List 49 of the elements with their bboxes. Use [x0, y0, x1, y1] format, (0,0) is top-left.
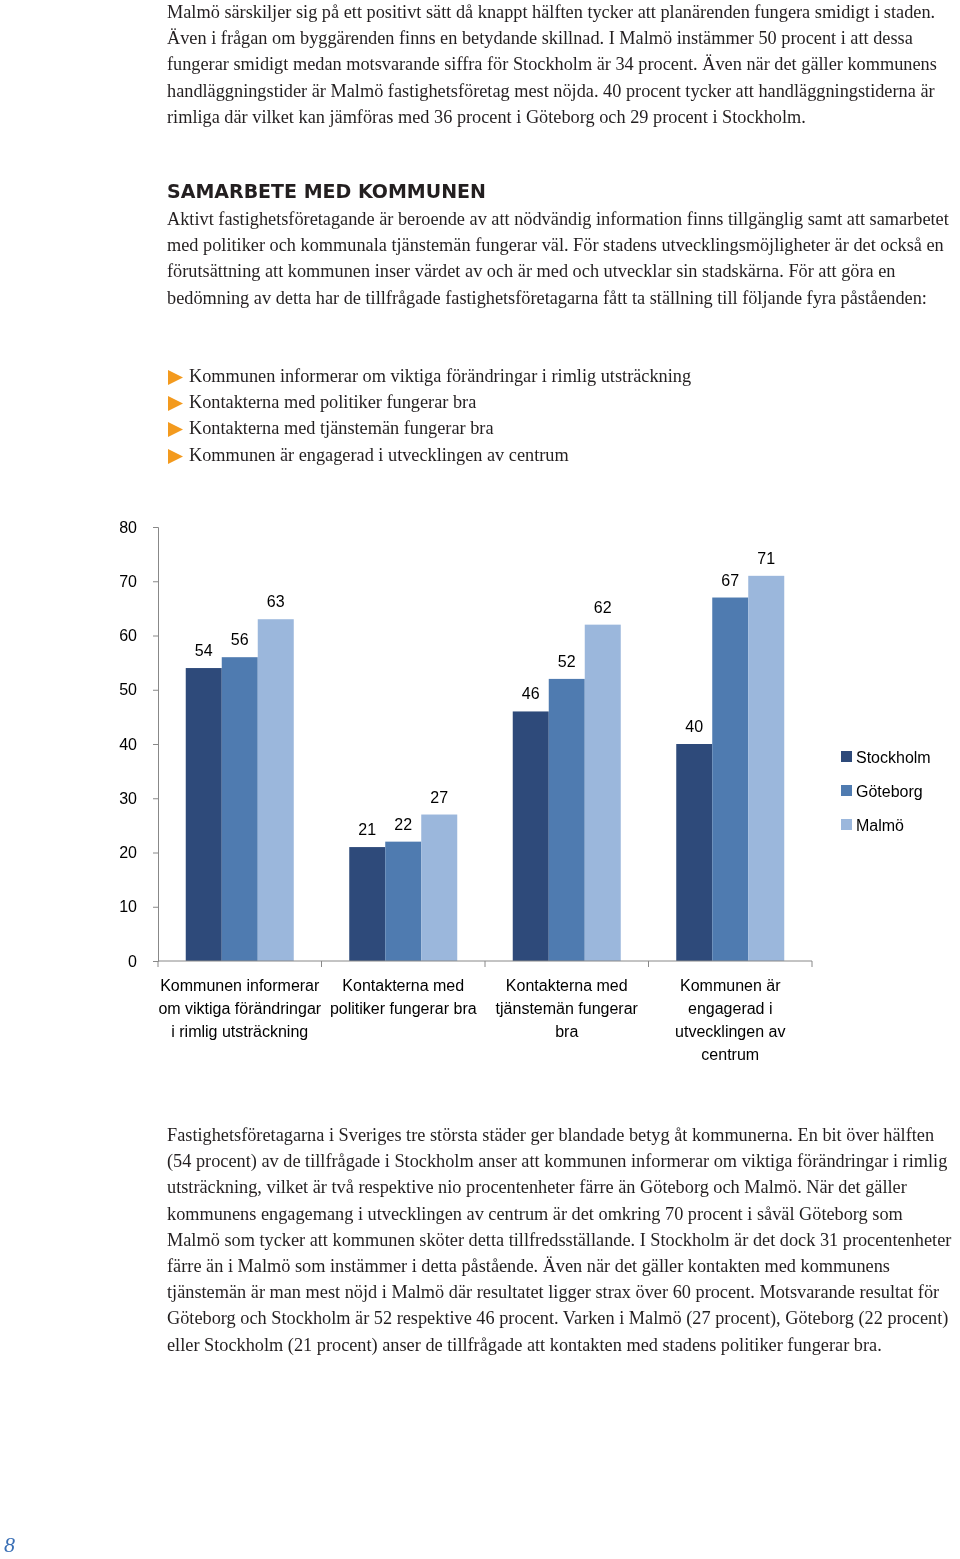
bar	[421, 814, 458, 961]
text: Kommunen informerar om viktiga förändringar i rimlig utsträckning	[189, 365, 693, 388]
y-tick-label: 0	[128, 952, 138, 970]
y-tick-label: 40	[119, 735, 138, 753]
legend-label: Malmö	[856, 817, 905, 834]
y-tick-label: 30	[119, 789, 138, 807]
bar	[185, 668, 222, 961]
text: Malmö särskiljer sig på ett positivt sätt då knappt hälften tycker att planärenden fungera smidigt i staden. Även i frågan om byggärenden finns en betydande skillnad. I Malmö instämmer 50 procent i att dessa fungerar smidigt medan motsvarande siffra för Stockholm är 34 procent. Även när det gäller kommunens handläggningstider är Malmö fastighetsföretag mest nöjda. 40 procent tycker att handläggningstiderna är rimliga där vilket kan jämföras med 36 procent i Göteborg och 29 procent i Stockholm.	[167, 1, 938, 129]
data-label: 67	[721, 571, 740, 589]
data-label: 21	[358, 821, 377, 839]
bar	[221, 657, 258, 961]
chart-subtitle: Aktivt fastighetsföretagande är beroende av att nödvändig information finns tillgänglig samt att samarbetet med politiker och kommunala tjänstemän fungerar väl. För stadens utvecklingsmöjligheter är det också en förutsättning att kommunen inser värdet av och är med och utvecklar sin stadskärna. För att göra en bedömning av detta har de tillfrågade fastighetsföretagarna fått ta ställning till följande fyra påståenden:	[167, 208, 950, 310]
text: Fastighetsföretagarna i Sveriges tre största städer ger blandade betyg åt kommunerna. En bit över hälften (54 procent) av de tillfrågade i Stockholm anser att kommunen informerar om viktiga förändringar i rimlig utsträckning, vilket är två respektive nio procentenheter färre än Göteborg och Malmö. När det gäller kommunens engagemang i utvecklingen av centrum är det omkring 70 procent i såväl Göteborg som Malmö som tycker att kommunen sköter detta tillfredsställande. I Stockholm är det dock 31 procentenheter färre än i Malmö som instämmer i detta påstående. Även när det gäller kontakten med kommunens tjänstemän är man mest nöjd i Malmö där resultatet ligger strax över 60 procent. Motsvarande resultat för Göteborg och Stockholm är 52 respektive 46 procent. Varken i Malmö (27 procent), Göteborg (22 procent) eller Stockholm (21 procent) anser de tillfrågade att kontakten med stadens politiker fungerar bra.	[167, 1125, 952, 1355]
data-label: 54	[194, 642, 213, 660]
bar	[257, 619, 294, 961]
y-tick-label: 80	[119, 518, 138, 536]
legend-label: Stockholm	[856, 749, 931, 766]
data-label: 62	[593, 598, 612, 616]
bar	[748, 575, 785, 961]
data-label: 63	[266, 593, 285, 611]
y-tick-label: 60	[119, 627, 138, 645]
y-tick-label: 50	[119, 681, 138, 699]
x-tick-label: Kommunen är engagerad i utvecklingen av centrum	[675, 977, 786, 1063]
y-tick-label: 70	[119, 572, 138, 590]
x-tick-label: Kontakterna med politiker fungerar bra	[329, 977, 477, 1017]
chart-title: SAMARBETE MED KOMMUNEN	[167, 180, 486, 202]
legend-label: Göteborg	[856, 783, 923, 800]
data-label: 52	[557, 652, 576, 670]
x-tick-label: Kommunen informerar om viktiga förändringar i rimlig utsträckning	[158, 977, 322, 1040]
bar	[712, 597, 749, 961]
text: Kommunen är engagerad i utvecklingen av centrum	[189, 443, 570, 467]
data-label: 40	[685, 718, 704, 735]
text: 8	[4, 1532, 15, 1558]
bar	[584, 624, 621, 961]
data-label: 46	[521, 685, 540, 703]
bar	[512, 711, 549, 961]
bar	[385, 841, 422, 961]
data-label: 22	[394, 815, 413, 833]
bar	[548, 678, 585, 961]
x-tick-label: Kontakterna med tjänstemän fungerar bra	[495, 977, 639, 1040]
bar	[349, 847, 386, 961]
data-label: 71	[757, 549, 776, 567]
bar	[676, 744, 713, 961]
text: Kontakterna med politiker fungerar bra	[189, 391, 478, 415]
y-tick-label: 20	[119, 844, 138, 862]
data-label: 56	[230, 631, 249, 649]
data-label: 27	[430, 788, 449, 806]
text: Kontakterna med tjänstemän fungerar bra	[189, 417, 495, 441]
y-tick-label: 10	[119, 898, 138, 916]
